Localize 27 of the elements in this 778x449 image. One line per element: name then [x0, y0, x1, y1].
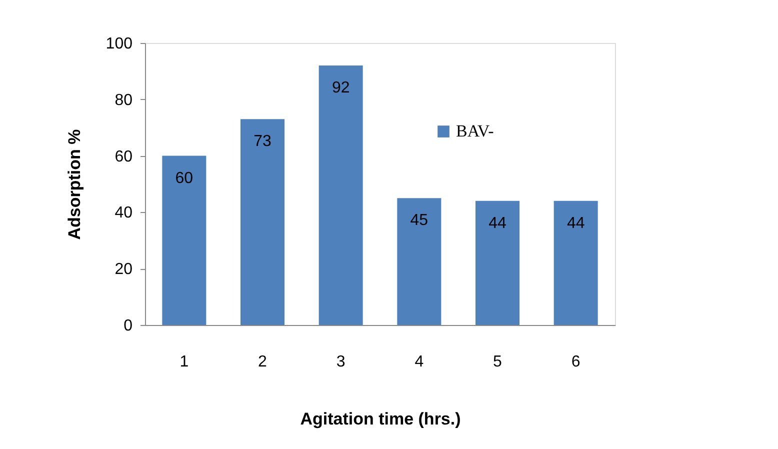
y-tick-label: 0: [124, 318, 133, 334]
data-label: 60: [175, 170, 194, 187]
x-tick-label: 5: [493, 354, 502, 370]
x-axis-title: Agitation time (hrs.): [300, 410, 461, 428]
data-label: 44: [488, 214, 506, 232]
x-tick-label: 4: [414, 354, 424, 370]
y-tick-label: 100: [106, 36, 133, 52]
bar: [318, 66, 363, 325]
bar: [240, 119, 284, 325]
x-tick-label: 6: [571, 354, 580, 370]
y-tick-label: 60: [114, 148, 133, 166]
x-tick-label: 2: [258, 354, 268, 370]
bar: [476, 200, 520, 325]
bar: [397, 198, 442, 325]
data-label: 73: [254, 133, 272, 150]
x-tick-label: 3: [336, 354, 346, 370]
x-tick-label: 1: [180, 354, 189, 370]
y-tick-label: 40: [114, 204, 133, 222]
bar: [554, 200, 598, 325]
data-label: 45: [410, 212, 428, 230]
y-tick-label: 80: [114, 92, 133, 109]
y-axis-title: Adsorption %: [64, 129, 84, 240]
data-label: 92: [332, 80, 350, 97]
legend-label: BAV-: [456, 122, 494, 140]
data-label: 44: [566, 214, 585, 232]
y-tick-label: 20: [114, 261, 133, 278]
bar: [162, 156, 206, 325]
